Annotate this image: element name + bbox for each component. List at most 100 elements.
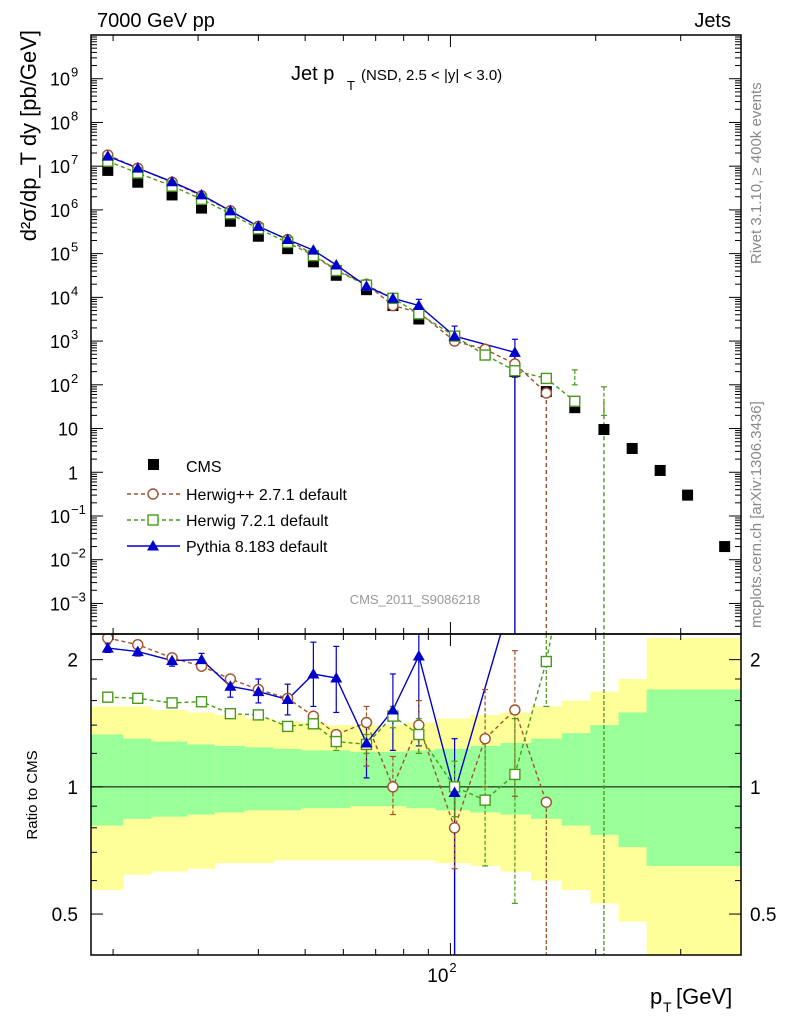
plot-title: Jet p <box>291 63 334 85</box>
herwigpp-ratio-point <box>479 733 491 745</box>
cms-point <box>166 189 178 201</box>
cms-point <box>196 202 208 214</box>
side-label-mcplots: mcplots.cern.ch [arXiv:1306.3436] <box>748 401 765 628</box>
y-tick-exponent: 5 <box>71 240 78 255</box>
pythia-point <box>307 244 320 255</box>
band-inner <box>646 689 675 866</box>
herwig7-ratio-point <box>509 768 521 781</box>
herwig7-ratio-point <box>307 718 320 730</box>
herwigpp-ratio-point <box>540 796 553 808</box>
band-inner <box>244 747 275 811</box>
herwigpp-ratio-point <box>413 719 425 731</box>
x-tick-exponent: 2 <box>449 960 456 975</box>
band-inner <box>561 733 591 826</box>
ratio-tick-label-right: 1 <box>750 778 761 799</box>
y-tick-exponent: −1 <box>71 502 86 517</box>
header-jets: Jets <box>694 10 731 32</box>
y-tick-label: 10 <box>50 157 70 177</box>
y-tick-label: 10 <box>50 245 70 265</box>
pythia-point <box>448 330 461 341</box>
herwig7-point <box>479 349 491 361</box>
cms-point <box>132 176 144 188</box>
pythia-point <box>508 346 521 357</box>
pythia-ratio-point <box>360 736 373 748</box>
y-tick-label: 10 <box>50 332 70 352</box>
pythia-point <box>281 233 294 245</box>
band-inner <box>435 748 471 811</box>
y-tick-label: 10 <box>58 420 78 440</box>
y-tick-exponent: 8 <box>71 108 78 123</box>
herwig7-ratio-point <box>195 696 208 708</box>
pythia-point <box>412 299 425 311</box>
legend-herwigpp-marker <box>147 488 159 500</box>
band-inner <box>673 689 742 866</box>
cms-point <box>719 541 731 553</box>
side-label-rivet: Rivet 3.1.10, ≥ 400k events <box>748 82 765 264</box>
y-tick-label: 10 <box>50 594 70 614</box>
pythia-ratio-point <box>166 654 179 666</box>
legend-herwig7-marker <box>147 514 159 526</box>
x-tick-label: 10 <box>427 966 448 987</box>
band-inner <box>151 741 188 817</box>
cms-point <box>682 489 694 501</box>
ratio-panel-frame <box>90 633 742 956</box>
ratio-panel-series <box>101 634 605 955</box>
pythia-ratio-point <box>412 650 425 661</box>
pythia-ratio-point <box>101 642 114 653</box>
herwig7-ratio-point <box>224 707 237 720</box>
cms-point <box>252 230 264 242</box>
ratio-tick-label-right: 2 <box>750 651 761 672</box>
band-inner <box>273 748 302 811</box>
pythia-ratio-point <box>131 645 144 657</box>
band-inner <box>300 750 326 809</box>
herwig7-point <box>569 395 581 407</box>
herwig7-ratio-point <box>281 720 294 733</box>
uncertainty-bands <box>91 638 742 955</box>
herwig7-point <box>509 365 521 377</box>
x-axis-label-sub: T <box>663 999 672 1015</box>
ratio-tick-label-right: 0.5 <box>750 905 776 926</box>
plot-title-detail: (NSD, 2.5 < |y| < 3.0) <box>361 67 502 84</box>
legend-herwig7: Herwig 7.2.1 default <box>186 513 329 530</box>
pythia-point <box>330 258 343 270</box>
y-tick-label: 10 <box>50 376 70 396</box>
pythia-point <box>101 150 114 161</box>
cms-point <box>102 164 114 176</box>
pythia-ratio-point <box>330 671 343 683</box>
analysis-watermark: CMS_2011_S9086218 <box>350 592 481 607</box>
legend-pythia: Pythia 8.183 default <box>186 539 328 556</box>
band-inner <box>325 750 351 809</box>
pythia-ratio-point <box>307 667 320 679</box>
herwigpp-ratio-point <box>387 781 399 793</box>
pythia-point <box>252 220 265 231</box>
y-tick-exponent: 9 <box>71 65 78 80</box>
cms-point <box>598 424 610 436</box>
y-tick-label: 10 <box>50 507 70 527</box>
pythia-ratio-point <box>195 653 208 665</box>
y-tick-exponent: 6 <box>71 196 78 211</box>
legend-cms-marker <box>148 459 159 470</box>
band-inner <box>590 725 620 835</box>
herwigpp-ratio-line <box>107 637 547 830</box>
ratio-tick-label-left: 0.5 <box>52 905 78 926</box>
cms-point <box>282 243 294 255</box>
pythia-point <box>360 280 373 291</box>
y-tick-label: 10 <box>50 113 70 133</box>
plot-title-sub: T <box>347 78 355 93</box>
herwig7-ratio-point <box>102 691 114 703</box>
herwig7-ratio-point <box>132 692 144 705</box>
pythia-point <box>386 292 399 303</box>
band-inner <box>618 712 648 848</box>
herwigpp-ratio-point <box>360 716 373 729</box>
legend-pythia-marker <box>147 540 159 551</box>
cms-point <box>224 215 236 227</box>
band-inner <box>187 744 216 815</box>
main-panel-series <box>101 149 731 634</box>
pythia-ratio-point <box>448 786 461 797</box>
pythia-ratio-point <box>386 704 399 715</box>
y-tick-label: 1 <box>68 463 78 483</box>
y-tick-label: 10 <box>50 70 70 90</box>
pythia-ratio-point <box>281 693 294 704</box>
band-inner <box>214 745 246 813</box>
